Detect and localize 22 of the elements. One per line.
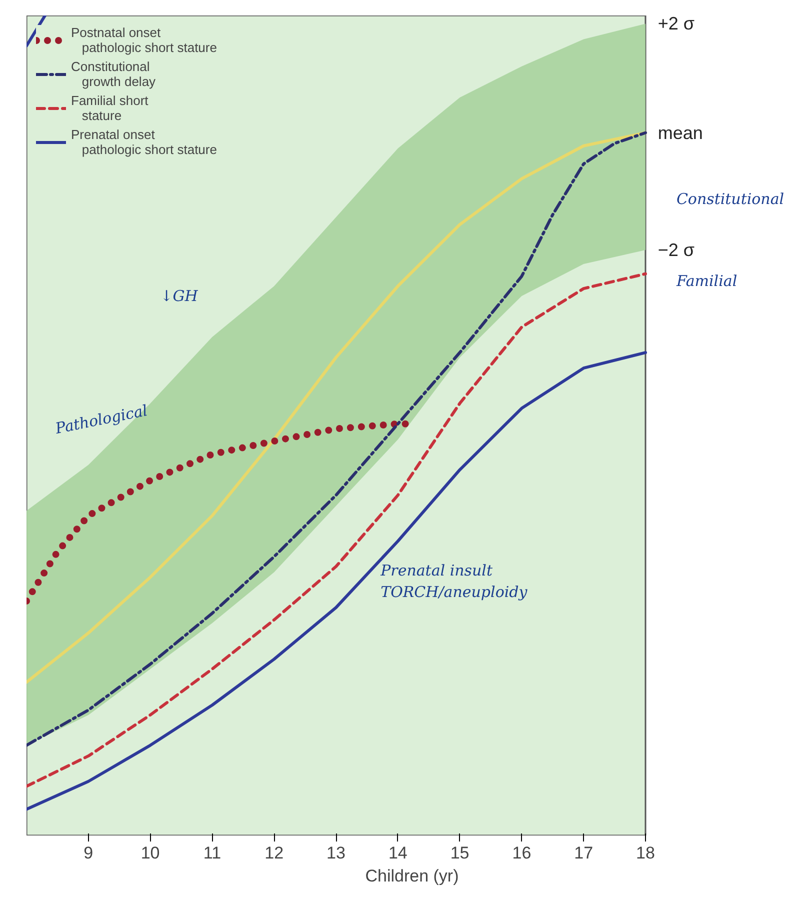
text: Familial	[675, 272, 738, 290]
legend-label: Constitutional growth delay	[71, 59, 156, 89]
annotation: ↓GH	[160, 286, 199, 305]
legend-label: Prenatal onset pathologic short stature	[71, 127, 217, 157]
x-tick-label: 13	[326, 844, 346, 862]
legend-label: Familial short stature	[71, 93, 148, 123]
x-tick-label: 10	[140, 844, 160, 862]
text: Constitutional	[676, 190, 784, 208]
annotation: Prenatal insult TORCH/aneuploidy	[380, 562, 528, 602]
x-tick-label: 12	[264, 844, 284, 862]
x-tick-label: 11	[203, 844, 222, 862]
x-tick-label: 9	[84, 844, 94, 862]
legend-label: Postnatal onset pathologic short stature	[71, 25, 217, 55]
x-tick-label: 17	[574, 844, 594, 862]
x-tick-label: 18	[636, 844, 655, 862]
x-tick-label: 14	[388, 844, 408, 862]
text: +2 σ	[658, 14, 695, 34]
x-axis-title: Children (yr)	[365, 866, 459, 886]
text: mean	[658, 122, 703, 143]
x-tick-label: 16	[512, 844, 532, 862]
x-tick-label: 15	[450, 844, 470, 862]
text: −2 σ	[658, 240, 695, 260]
